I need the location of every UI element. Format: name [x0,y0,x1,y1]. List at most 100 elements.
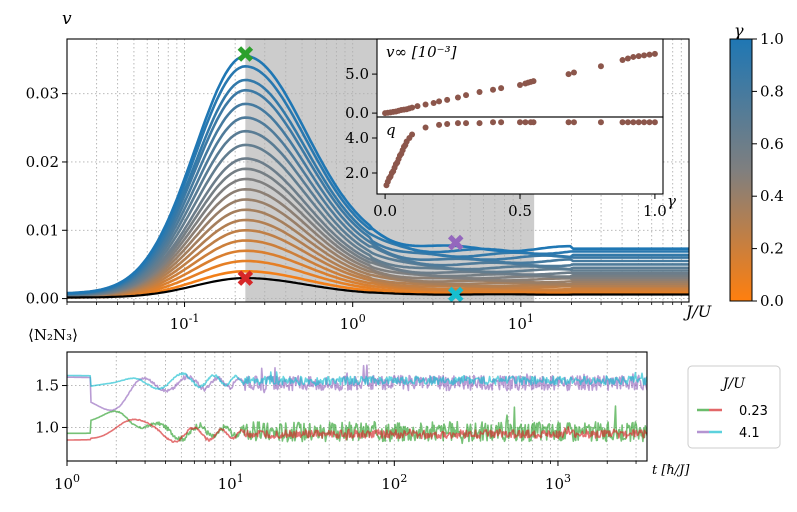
inset-bottom-point [476,120,483,127]
top-series-line-16 [67,102,689,296]
top-ticks: 10-1 100 101 0.00 0.01 0.02 0.03 [26,85,682,333]
inset-top-point [476,89,483,96]
top-series-line-17 [67,88,689,296]
inset-top-point [414,103,421,110]
inset-bottom-point [641,119,648,126]
bottom-series-line-3 [67,371,647,390]
bottom-ticks: 100 101 102 103 1.0 1.5 [35,377,637,493]
inset-top-point [430,99,437,106]
bottom-ytick-label: 1.5 [35,377,59,395]
inset-bottom-point [565,119,572,126]
bottom-xlabel: t [ħ/J] [652,463,690,478]
top-ytick-label: 0.01 [26,221,59,239]
colorbar-ticks: 0.0 0.2 0.4 0.6 0.8 1.0 [752,30,784,310]
bottom-xtick-label: 101 [218,472,244,493]
inset-top-point [646,51,653,58]
inset-bottom-point [490,119,497,126]
inset-xtick-label: 0.0 [373,202,397,220]
inset-points-group [382,50,658,189]
top-series-line-8 [67,198,689,298]
top-ytick-label: 0.03 [26,85,59,103]
top-xtick-label: 10-1 [170,312,200,333]
marker-stroke [447,234,464,251]
inset-bottom-point [530,119,537,126]
inset-bottom-point [454,120,461,127]
bottom-series-line-0 [67,405,647,445]
inset-bottom-point [570,119,577,126]
inset-top-point [619,57,626,64]
inset-top-point [490,86,497,93]
inset-top-point [530,78,537,85]
top-ytick-label: 0.00 [26,290,59,308]
bottom-grid [66,352,647,461]
legend-entry-023: 0.23 [739,404,768,419]
inset-top-ytick-label: 5.0 [345,65,369,83]
inset-bottom-point [624,119,631,126]
colorbar-tick-label: 0.8 [760,82,784,100]
inset-bottom-point [444,121,451,127]
inset-bottom-point [422,124,429,131]
marker-stroke [237,46,254,62]
legend-box [687,365,781,449]
inset-top-point [651,50,658,57]
inset-bottom-point [436,121,443,128]
inset-top-point [570,69,577,76]
marker-stroke [237,270,254,286]
top-xtick-label: 100 [340,312,366,333]
top-markers-group [237,46,464,303]
inset-top-point [597,63,604,70]
top-series-line-13 [67,143,689,297]
colorbar-label: γ [734,21,744,40]
top-series-line-7 [67,208,689,298]
bottom-series-line-1 [67,418,647,443]
colorbar-tick-label: 0.2 [760,240,784,258]
top-series-line-6 [67,218,689,298]
inset-top-point [444,96,451,103]
top-series-line-1 [67,270,689,299]
inset-top-point [635,53,642,60]
colorbar-tick-label: 0.0 [760,292,784,310]
inset-top-point [454,94,461,101]
colorbar [729,38,753,302]
inset-top-point [436,98,443,105]
inset-bottom-point [635,119,642,126]
legend-entry-41: 4.1 [739,426,760,441]
inset-top-point [641,52,648,59]
top-series-line-4 [67,239,689,298]
inset-bottom-point [517,119,523,126]
top-series-line-0 [67,277,689,299]
inset-bottom-point [646,119,653,126]
top-series-line-12 [67,157,689,297]
inset-top-point [517,82,523,89]
inset-ticks: 0.0 5.0 2.0 4.0 0.0 0.5 1.0 [345,65,667,220]
inset-xlabel: γ [667,192,676,210]
inset-xtick-label: 1.0 [643,202,667,220]
inset-bottom-point [463,120,470,127]
inset-bottom-ytick-label: 4.0 [345,129,369,147]
marker-green-cross [237,46,254,62]
legend-title: J/U [720,376,746,392]
marker-purple-cross [447,234,464,251]
bottom-xtick-label: 100 [54,472,80,493]
inset-bottom-point [597,119,604,126]
top-series-line-2 [67,259,689,299]
inset-top-point [630,53,637,60]
inset-bottom-point [651,119,658,126]
legend: J/U 0.23 4.1 [687,365,781,449]
top-series-line-15 [67,116,689,296]
inset-bottom-ylabel: q [386,121,396,139]
inset-bottom-point [630,119,637,126]
inset-top-ylabel: v∞ [10⁻³] [386,43,457,61]
colorbar-tick-label: 0.6 [760,135,784,153]
inset-bottom-point [498,119,505,126]
bottom-xtick-label: 102 [381,472,407,493]
top-series-line-11 [67,167,689,297]
inset-bottom-point [522,119,529,126]
inset-bottom-ytick-label: 2.0 [345,164,369,182]
inset-top-point [565,71,572,78]
inset-top-point [422,101,429,108]
inset-top-point [409,104,416,111]
bottom-series-group [67,364,647,445]
top-ylabel: v [62,9,72,29]
